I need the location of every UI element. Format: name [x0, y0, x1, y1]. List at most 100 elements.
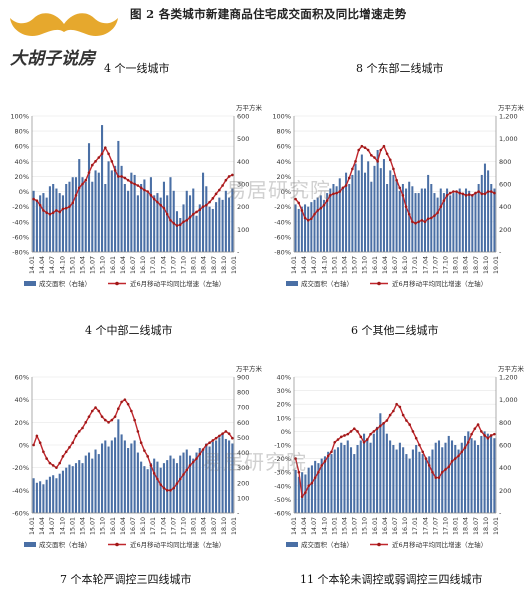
bar [153, 195, 156, 252]
line-point [146, 190, 149, 193]
y-left-tick: -20% [274, 203, 291, 211]
x-tick-label: 14.04 [301, 256, 308, 274]
y-left-tick: 80% [15, 128, 29, 136]
bar [460, 442, 463, 513]
bar [363, 433, 366, 513]
line-point [427, 464, 431, 467]
bar [104, 440, 107, 513]
y-right-tick: 500 [237, 135, 249, 143]
bar [379, 413, 382, 513]
line-point [379, 148, 383, 152]
bar [402, 447, 405, 513]
bar [136, 452, 139, 513]
line-point [320, 464, 323, 467]
legend-line-label: 近6月移动平均同比增速（左轴） [130, 540, 225, 549]
line-point [354, 160, 357, 163]
line-point [123, 176, 127, 180]
line-point [32, 197, 35, 201]
bar [376, 426, 379, 513]
bar [127, 448, 130, 513]
line-point [97, 156, 101, 159]
line-point [414, 221, 417, 225]
bar [423, 188, 426, 252]
line-point [205, 443, 208, 447]
line-point [227, 175, 231, 178]
bar [450, 440, 454, 513]
bar [392, 174, 395, 252]
bar [314, 460, 317, 513]
y-right-tick: 400 [499, 464, 511, 472]
line-point [58, 461, 61, 465]
bar [455, 190, 458, 252]
x-tick-label: 15.04 [342, 256, 349, 274]
line-point [297, 201, 301, 205]
line-point [480, 430, 483, 433]
y-left-tick: 40% [15, 158, 29, 166]
line-point [42, 209, 45, 212]
line-point [411, 430, 415, 433]
bar [449, 195, 452, 252]
y-right-tick: 600 [499, 181, 511, 189]
bar [117, 419, 120, 513]
logo-text: 大胡子说房 [10, 49, 97, 69]
bar [313, 199, 316, 252]
y-left-tick: -80% [12, 249, 29, 257]
unit-label: 万平方米 [236, 364, 263, 373]
bar [405, 188, 408, 252]
bar [454, 445, 457, 513]
bar [205, 443, 208, 513]
bar [159, 467, 162, 513]
line-point [332, 192, 335, 196]
line-point [94, 406, 97, 409]
bar [346, 440, 349, 513]
panel-title-6: 11 个本轮未调控或弱调控三四线城市 [300, 573, 483, 586]
x-tick-label: 16.10 [140, 517, 147, 535]
bar [84, 455, 87, 513]
line-point [77, 186, 81, 190]
x-tick-label: 16.07 [130, 517, 137, 535]
bar [444, 442, 447, 513]
panel-title-2: 8 个东部二线城市 [356, 62, 444, 75]
x-tick-label: 14.07 [49, 256, 56, 274]
line-point [195, 457, 198, 460]
line-point [474, 191, 477, 195]
bar [477, 184, 480, 252]
x-tick-label: 18.07 [211, 517, 218, 535]
y-right-tick: - [499, 510, 502, 518]
bar [486, 433, 489, 513]
bar [198, 204, 201, 252]
line-point [71, 441, 75, 445]
bar [143, 179, 146, 252]
line-point [107, 421, 110, 424]
bar [457, 449, 460, 513]
x-tick-label: 16.10 [140, 256, 147, 274]
bar [310, 202, 313, 252]
line-point [360, 144, 364, 148]
y-left-tick: 0% [19, 188, 29, 196]
bar [185, 449, 188, 513]
bar [310, 465, 313, 513]
x-tick-label: 18.10 [483, 517, 490, 535]
line-point [395, 178, 398, 182]
line-point [424, 457, 428, 460]
line-point [227, 432, 231, 435]
y-right-tick: 800 [499, 419, 511, 427]
bar [78, 460, 81, 513]
logo: 大胡子说房 [10, 13, 118, 69]
bar [71, 177, 74, 252]
bar [143, 466, 146, 513]
line-point [323, 460, 327, 463]
line-point [369, 432, 372, 436]
line-point [162, 206, 166, 210]
bar [32, 478, 35, 513]
x-tick-label: 14.01 [29, 517, 36, 535]
bar [169, 455, 172, 513]
bar [218, 437, 221, 513]
legend-line-point [377, 542, 381, 547]
line-point [133, 182, 136, 186]
line-point [143, 449, 146, 452]
bar [490, 435, 493, 513]
y-left-tick: -40% [274, 218, 291, 226]
bar [323, 456, 326, 513]
line-point [483, 434, 486, 437]
